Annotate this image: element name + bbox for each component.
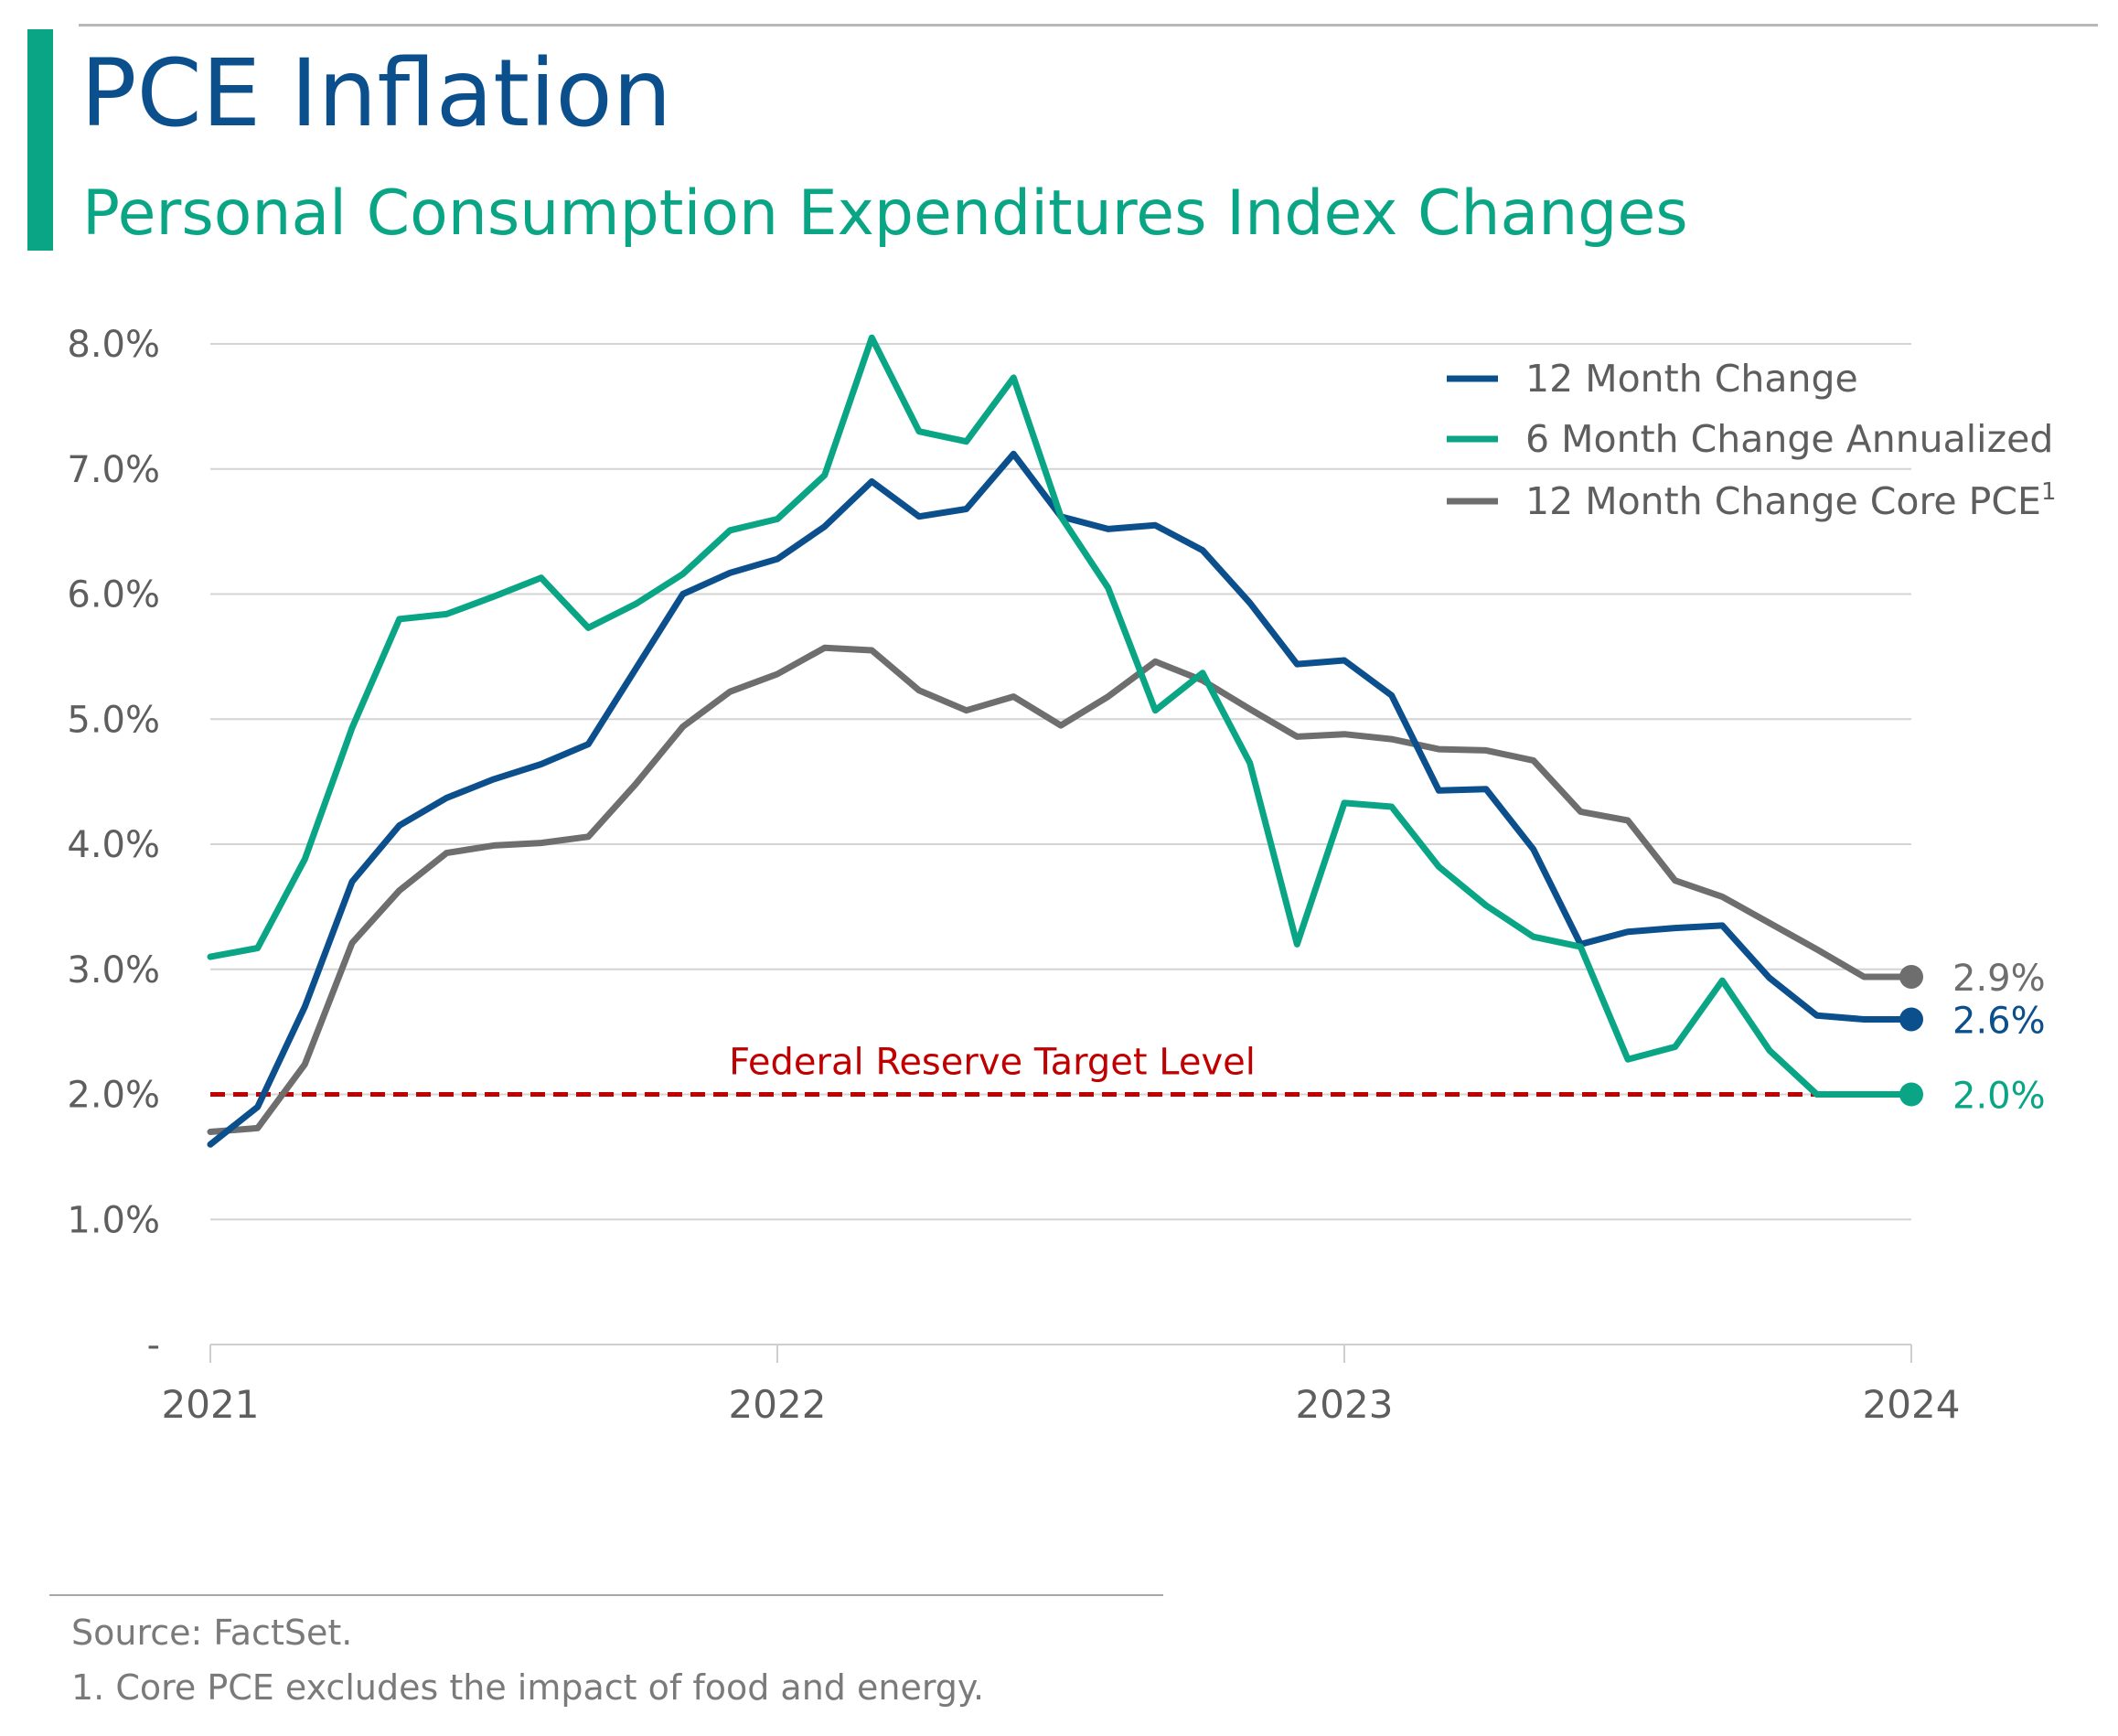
end-label-core: 2.9%: [1952, 958, 2046, 1000]
page-title: PCE Inflation: [80, 39, 672, 148]
end-label-12-month: 2.6%: [1952, 1000, 2046, 1042]
legend-label: 12 Month Change: [1525, 357, 1858, 401]
y-axis-ticks: - 1.0% 2.0% 3.0% 4.0% 5.0% 6.0% 7.0% 8.0%: [67, 324, 160, 1366]
grid-lines: [210, 343, 1911, 1221]
fed-target-label: Federal Reserve Target Level: [729, 1042, 1256, 1084]
x-tick-label: 2022: [729, 1382, 827, 1427]
source-note: Source: FactSet.: [71, 1613, 353, 1653]
x-axis: 2021 2022 2023 2024: [162, 1344, 1961, 1427]
reference-line-group: Federal Reserve Target Level: [210, 1042, 1911, 1097]
legend-item-12-month: 12 Month Change: [1525, 357, 1858, 401]
series-core-pce-line: [207, 644, 1915, 1135]
series-endpoint-marker: [1899, 1082, 1923, 1107]
top-rule: [79, 24, 2098, 27]
x-tick-label: 2024: [1863, 1382, 1961, 1427]
series-endpoint-marker: [1899, 1007, 1923, 1032]
x-tick-label: 2023: [1296, 1382, 1394, 1427]
y-tick-label: 7.0%: [67, 449, 160, 491]
legend-item-6-month: 6 Month Change Annualized: [1525, 417, 2053, 461]
y-tick-label: 3.0%: [67, 949, 160, 991]
y-tick-label: 4.0%: [67, 824, 160, 866]
series-lines: [207, 334, 1915, 1148]
legend-label: 12 Month Change Core PCE: [1525, 479, 2041, 523]
series-6-month-annualized-line: [207, 334, 1915, 1098]
series-endpoint-marker: [1899, 964, 1923, 989]
core-pce-footnote: 1. Core PCE excludes the impact of food …: [71, 1667, 985, 1708]
legend-item-core-pce: 12 Month Change Core PCE1: [1525, 478, 2056, 523]
y-tick-label: 2.0%: [67, 1075, 160, 1117]
page-subtitle: Personal Consumption Expenditures Index …: [82, 177, 1688, 250]
footer-rule: [49, 1594, 1163, 1596]
y-tick-label: 8.0%: [67, 324, 160, 366]
y-tick-label: 5.0%: [67, 699, 160, 741]
y-tick-label: 6.0%: [67, 574, 160, 616]
legend: 12 Month Change 6 Month Change Annualized…: [1447, 357, 2056, 523]
y-tick-label: -: [147, 1324, 160, 1366]
title-accent-bar: [27, 29, 53, 251]
x-tick-label: 2021: [162, 1382, 260, 1427]
y-tick-label: 1.0%: [67, 1199, 160, 1241]
legend-superscript: 1: [2041, 478, 2057, 506]
series-endpoints: 2.6% 2.0% 2.9%: [1899, 958, 2046, 1118]
legend-label: 6 Month Change Annualized: [1525, 417, 2053, 461]
end-label-6-month: 2.0%: [1952, 1076, 2046, 1118]
